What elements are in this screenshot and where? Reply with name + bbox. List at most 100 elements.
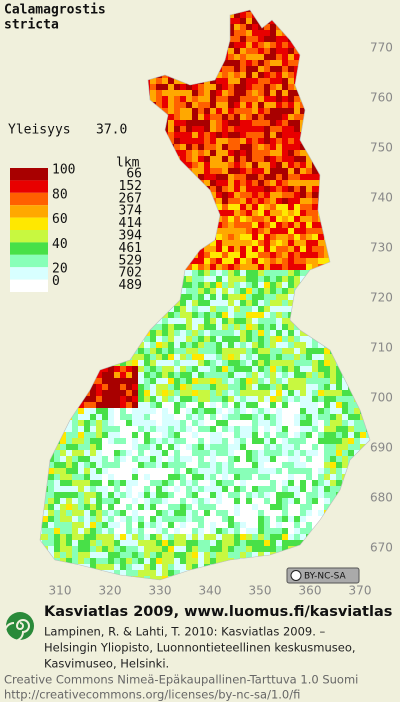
map-cell — [222, 186, 228, 192]
map-cell — [156, 168, 162, 174]
map-cell — [276, 12, 282, 18]
map-cell — [324, 102, 330, 108]
map-cell — [66, 378, 72, 384]
map-cell — [210, 168, 216, 174]
map-cell — [210, 456, 216, 462]
map-cell — [96, 330, 102, 336]
map-cell — [300, 408, 306, 414]
map-cell — [126, 36, 132, 42]
map-cell — [360, 336, 366, 342]
map-cell — [162, 186, 168, 192]
map-cell — [336, 336, 342, 342]
map-cell — [246, 510, 252, 516]
map-cell — [198, 132, 204, 138]
map-cell — [228, 420, 234, 426]
map-cell — [192, 102, 198, 108]
map-cell — [318, 402, 324, 408]
map-cell — [120, 426, 126, 432]
map-cell — [342, 240, 348, 246]
map-cell — [246, 420, 252, 426]
map-cell — [60, 318, 66, 324]
map-cell — [126, 66, 132, 72]
map-cell — [258, 156, 264, 162]
map-cell — [258, 402, 264, 408]
map-cell — [258, 96, 264, 102]
map-cell — [114, 384, 120, 390]
map-cell — [318, 18, 324, 24]
map-cell — [144, 42, 150, 48]
map-cell — [348, 252, 354, 258]
map-cell — [132, 336, 138, 342]
map-cell — [66, 498, 72, 504]
map-cell — [144, 10, 150, 12]
map-cell — [144, 360, 150, 366]
map-cell — [54, 360, 60, 366]
map-cell — [360, 384, 366, 390]
map-cell — [102, 150, 108, 156]
map-cell — [42, 402, 48, 408]
map-cell — [216, 222, 222, 228]
map-cell — [360, 78, 366, 84]
map-cell — [186, 102, 192, 108]
map-cell — [252, 390, 258, 396]
map-cell — [240, 300, 246, 306]
map-cell — [180, 372, 186, 378]
map-cell — [108, 10, 114, 12]
map-cell — [234, 438, 240, 444]
map-cell — [312, 456, 318, 462]
map-cell — [348, 486, 354, 492]
map-cell — [330, 126, 336, 132]
map-cell — [282, 480, 288, 486]
map-cell — [48, 516, 54, 522]
map-cell — [294, 30, 300, 36]
map-cell — [360, 522, 366, 528]
map-cell — [330, 456, 336, 462]
map-cell — [42, 528, 48, 534]
map-cell — [318, 330, 324, 336]
map-cell — [234, 372, 240, 378]
map-cell — [156, 78, 162, 84]
map-cell — [330, 510, 336, 516]
map-cell — [108, 198, 114, 204]
map-cell — [132, 510, 138, 516]
map-cell — [294, 384, 300, 390]
map-cell — [330, 48, 336, 54]
map-cell — [168, 120, 174, 126]
map-cell — [48, 54, 54, 60]
map-cell — [60, 108, 66, 114]
map-cell — [258, 264, 264, 270]
map-cell — [312, 288, 318, 294]
map-cell — [234, 150, 240, 156]
map-cell — [90, 396, 96, 402]
map-cell — [150, 102, 156, 108]
map-cell — [354, 324, 360, 330]
map-cell — [144, 210, 150, 216]
map-cell — [264, 180, 270, 186]
map-cell — [132, 468, 138, 474]
map-cell — [222, 210, 228, 216]
map-cell — [282, 72, 288, 78]
map-cell — [192, 78, 198, 84]
map-cell — [174, 408, 180, 414]
map-cell — [258, 204, 264, 210]
map-cell — [270, 504, 276, 510]
map-cell — [180, 348, 186, 354]
map-cell — [354, 42, 360, 48]
map-cell — [366, 66, 370, 72]
map-cell — [96, 492, 102, 498]
map-cell — [96, 342, 102, 348]
map-cell — [240, 414, 246, 420]
map-cell — [72, 150, 78, 156]
map-cell — [222, 462, 228, 468]
map-cell — [40, 426, 42, 432]
map-cell — [42, 36, 48, 42]
map-cell — [90, 168, 96, 174]
map-cell — [342, 258, 348, 264]
map-cell — [78, 312, 84, 318]
map-cell — [150, 492, 156, 498]
map-cell — [276, 252, 282, 258]
map-cell — [72, 126, 78, 132]
map-cell — [186, 420, 192, 426]
map-cell — [258, 396, 264, 402]
map-cell — [360, 210, 366, 216]
